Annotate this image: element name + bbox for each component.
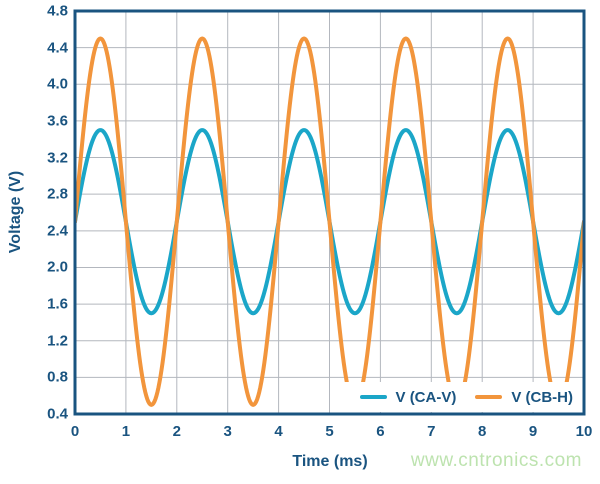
legend-label-ca-v: V (CA-V) (395, 388, 457, 406)
x-tick-8: 8 (478, 423, 487, 440)
x-tick-10: 10 (575, 423, 593, 440)
y-tick-1.2: 1.2 (47, 332, 68, 350)
x-tick-2: 2 (172, 423, 181, 440)
x-axis-title: Time (ms) (292, 453, 368, 470)
x-tick-4: 4 (274, 423, 283, 440)
plot-border (73, 9, 586, 416)
x-tick-3: 3 (223, 423, 232, 440)
x-tick-9: 9 (528, 423, 538, 440)
y-tick-3.2: 3.2 (47, 149, 68, 167)
curve-v-cb-h- (75, 36, 584, 407)
x-tick-1: 1 (121, 423, 131, 440)
y-tick-4.4: 4.4 (47, 39, 68, 57)
y-tick-2.0: 2.0 (47, 258, 68, 276)
legend-line-ca-v (359, 395, 387, 399)
legend-label-cb-h: V (CB-H) (511, 388, 573, 406)
x-tick-7: 7 (427, 423, 436, 440)
x-tick-0: 0 (70, 423, 80, 440)
watermark: www.cntronics.com (410, 450, 582, 471)
y-tick-0.4: 0.4 (47, 405, 68, 423)
legend: V (CA-V) V (CB-H) (335, 382, 581, 412)
x-tick-6: 6 (376, 423, 385, 440)
y-tick-0.8: 0.8 (47, 368, 68, 386)
y-tick-2.4: 2.4 (47, 222, 68, 240)
y-tick-4.8: 4.8 (47, 2, 68, 20)
y-tick-3.6: 3.6 (47, 112, 68, 130)
y-tick-2.8: 2.8 (47, 185, 68, 203)
legend-line-cb-h (475, 395, 503, 399)
y-tick-4.0: 4.0 (47, 75, 68, 93)
waveform-curves (75, 36, 584, 407)
x-tick-5: 5 (325, 423, 334, 440)
y-axis-title: Voltage (V) (7, 170, 24, 254)
y-tick-1.6: 1.6 (47, 295, 68, 313)
